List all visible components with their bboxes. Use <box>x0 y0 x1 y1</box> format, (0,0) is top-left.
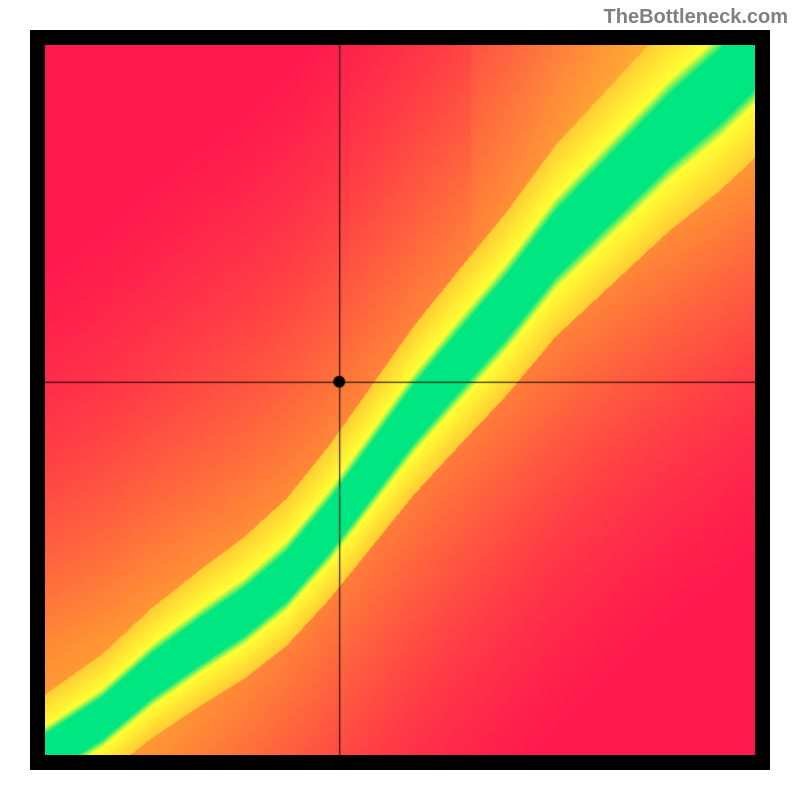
plot-area <box>45 45 755 755</box>
heatmap-canvas <box>45 45 755 755</box>
attribution-text: TheBottleneck.com <box>604 6 788 29</box>
chart-frame <box>30 30 770 770</box>
